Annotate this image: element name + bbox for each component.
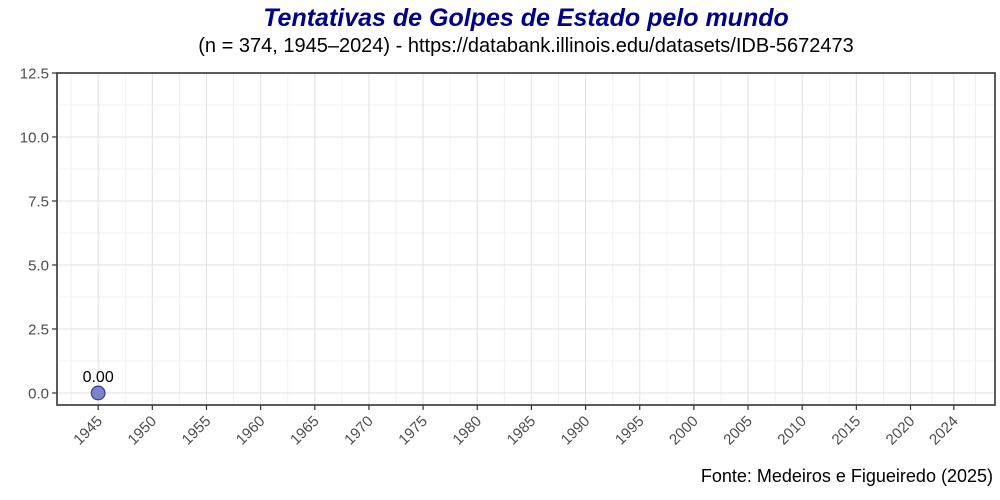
x-tick-label: 1965 <box>287 413 323 449</box>
chart-source-caption: Fonte: Medeiros e Figueiredo (2025) <box>700 466 993 486</box>
y-tick-label: 10.0 <box>20 129 49 146</box>
x-tick-label: 1960 <box>233 413 269 449</box>
y-tick-label: 5.0 <box>28 257 49 274</box>
data-point-label: 0.00 <box>83 369 114 386</box>
panel-border <box>56 72 996 406</box>
x-tick-label: 1945 <box>70 413 106 449</box>
x-tick-label: 2024 <box>926 413 962 449</box>
x-tick-label: 2020 <box>883 413 919 449</box>
data-point <box>90 385 106 401</box>
y-tick-label: 2.5 <box>28 321 49 338</box>
x-tick-label: 1950 <box>125 413 161 449</box>
chart-title: Tentativas de Golpes de Estado pelo mund… <box>263 4 789 32</box>
x-tick-label: 2010 <box>774 413 810 449</box>
x-tick-label: 2005 <box>720 413 756 449</box>
y-tick-label: 0.0 <box>28 385 49 402</box>
x-tick-label: 2015 <box>829 413 865 449</box>
x-tick-label: 2000 <box>666 413 702 449</box>
panel-background <box>57 73 995 405</box>
x-tick-label: 1985 <box>504 413 540 449</box>
x-tick-label: 1980 <box>449 413 485 449</box>
y-tick-label: 12.5 <box>20 66 49 83</box>
x-tick-label: 1995 <box>612 413 648 449</box>
y-tick-label: 7.5 <box>28 193 49 210</box>
x-tick-label: 1955 <box>179 413 215 449</box>
x-tick-label: 1970 <box>341 413 377 449</box>
x-tick-label: 1975 <box>395 413 431 449</box>
x-tick-label: 1990 <box>558 413 594 449</box>
chart-subtitle: (n = 374, 1945–2024) - https://databank.… <box>198 35 854 57</box>
